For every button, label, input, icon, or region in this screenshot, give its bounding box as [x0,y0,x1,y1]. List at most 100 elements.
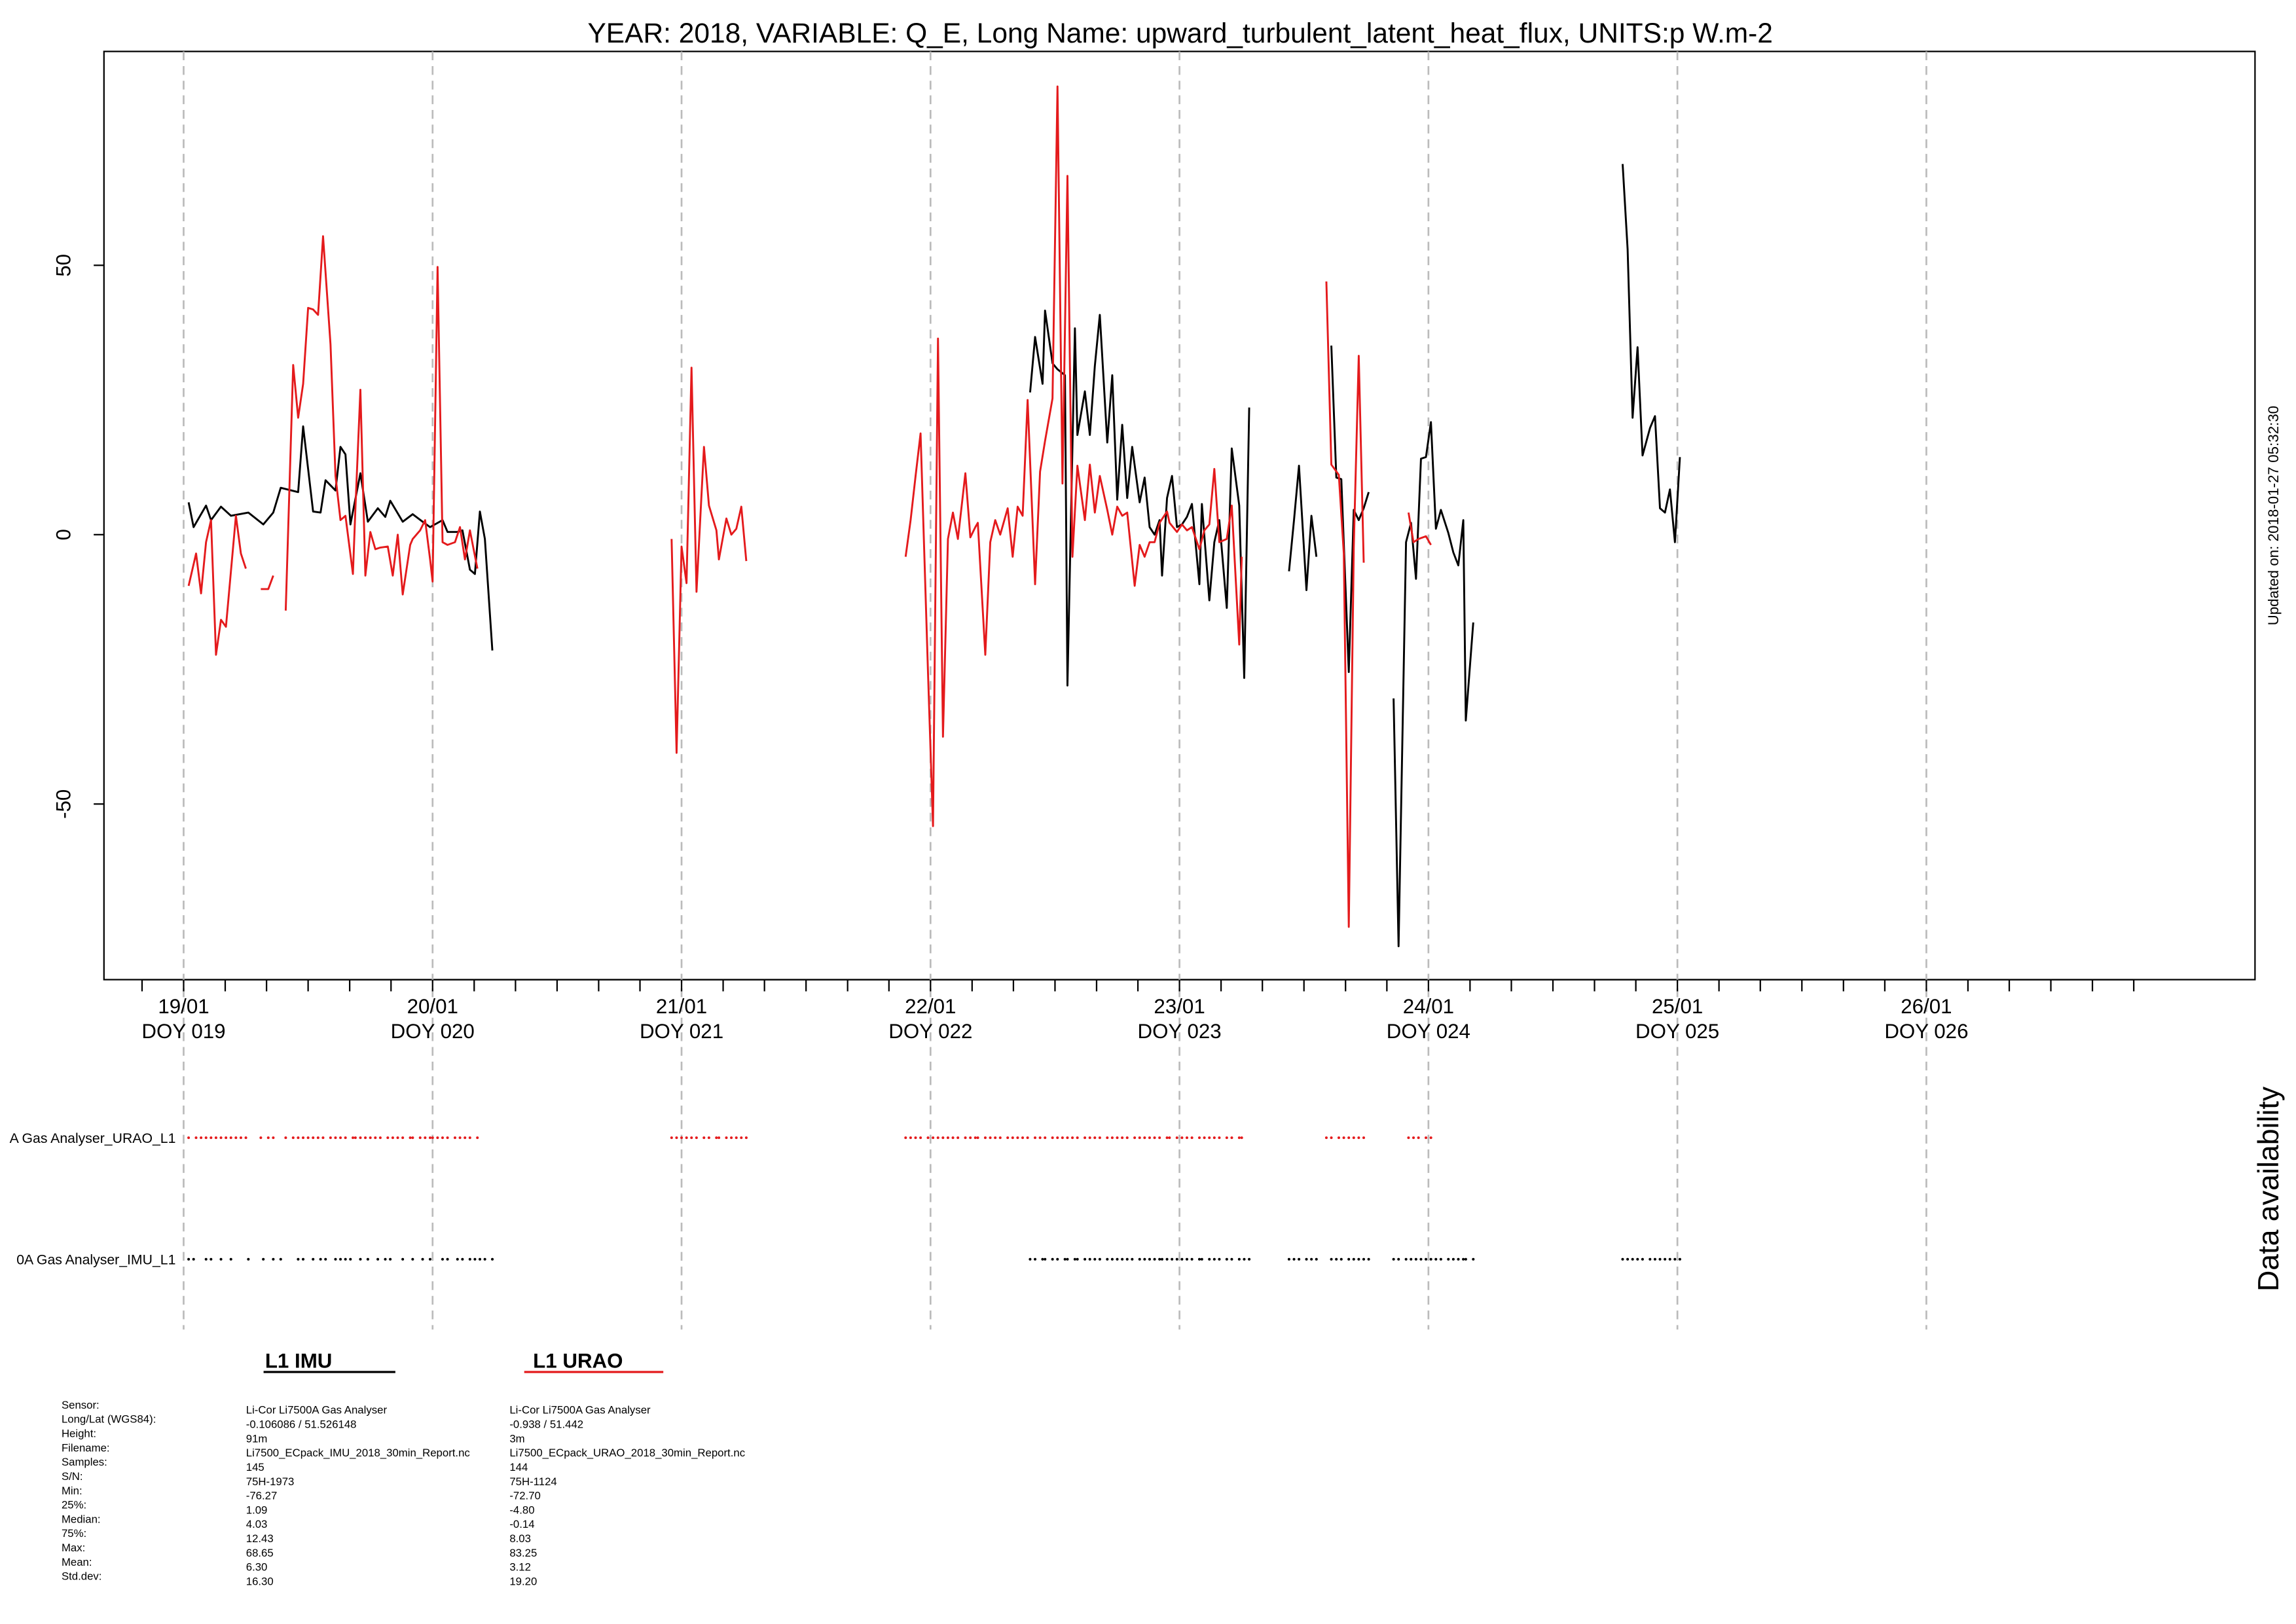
stats-label: Long/Lat (WGS84): [62,1413,156,1426]
stats-value: 6.30 [246,1561,268,1574]
availability-dot [239,1136,242,1140]
y-tick-label: -50 [52,789,75,819]
availability-dot [428,1136,431,1140]
availability-dot [946,1136,949,1140]
availability-dot [389,1257,392,1261]
stats-value: 83.25 [509,1547,537,1559]
availability-dot [740,1136,743,1140]
availability-dot [1451,1257,1455,1261]
availability-dot [391,1136,394,1140]
availability-dot [1678,1257,1681,1261]
availability-dot [1197,1257,1201,1261]
availability-dot [1472,1257,1475,1261]
availability-dot [386,1136,390,1140]
availability-dot [1203,1136,1206,1140]
availability-dot [715,1136,718,1140]
availability-dot [214,1136,217,1140]
availability-dot [1061,1136,1064,1140]
stats-value: Li-Cor Li7500A Gas Analyser [509,1404,651,1416]
availability-dot [401,1136,405,1140]
y-tick-label: 50 [52,254,75,277]
stats-label: 25%: [62,1499,86,1511]
availability-dot [1305,1257,1308,1261]
availability-dot [1230,1136,1233,1140]
availability-dot [1034,1257,1037,1261]
availability-dot [441,1257,444,1261]
availability-dot [1121,1136,1124,1140]
availability-dot [1076,1136,1079,1140]
availability-dot [411,1136,414,1140]
availability-dot [1098,1257,1101,1261]
legend-label: L1 IMU [265,1349,333,1372]
x-tick-label: 22/01 [905,995,956,1018]
availability-dot [204,1257,208,1261]
availability-dot [483,1257,486,1261]
availability-dot [1362,1136,1366,1140]
availability-dot [1116,1257,1119,1261]
availability-dot [297,1136,300,1140]
stats-value: 3m [509,1432,524,1445]
availability-dot [1636,1257,1639,1261]
availability-dot [1292,1257,1296,1261]
x-tick-sublabel: DOY 020 [391,1020,475,1043]
availability-dot [1357,1257,1360,1261]
availability-dot [1212,1257,1216,1261]
availability-dot [1185,1136,1189,1140]
availability-dot [456,1257,459,1261]
availability-dot [1165,1257,1169,1261]
availability-dot [1335,1257,1338,1261]
availability-dot [1653,1257,1656,1261]
availability-dot [670,1136,673,1140]
availability-dot [1180,1257,1184,1261]
availability-dot [431,1136,434,1140]
availability-dot [702,1136,706,1140]
availability-dot [1066,1257,1069,1261]
availability-dot [1404,1257,1408,1261]
availability-dot [926,1136,930,1140]
availability-dot [401,1257,405,1261]
availability-dot [1626,1257,1630,1261]
availability-dot [1165,1136,1169,1140]
x-tick-label: 26/01 [1901,995,1952,1018]
availability-dot [1071,1136,1074,1140]
availability-dot [324,1257,327,1261]
stats-value: -0.14 [509,1518,534,1530]
availability-dot [1347,1257,1351,1261]
availability-dot [1419,1257,1423,1261]
stats-value: 144 [509,1461,528,1473]
availability-dot [675,1136,678,1140]
availability-dot [1457,1257,1460,1261]
availability-dot [262,1257,265,1261]
availability-dot [1153,1257,1156,1261]
stats-value: -76.27 [246,1490,278,1502]
availability-dot [204,1136,208,1140]
availability-dot [1121,1257,1124,1261]
availability-dot [1143,1136,1146,1140]
availability-dot [366,1257,369,1261]
availability-dot [1125,1136,1129,1140]
x-tick-label: 21/01 [656,995,707,1018]
availability-dot [1200,1257,1203,1261]
availability-dot [1088,1136,1091,1140]
availability-dot [1298,1257,1301,1261]
availability-dot [192,1257,195,1261]
availability-dot [969,1136,972,1140]
availability-dot [936,1136,939,1140]
availability-dot [1664,1257,1667,1261]
stats-value: 75H-1973 [246,1475,295,1488]
availability-label: 0A Gas Analyser_IMU_L1 [16,1252,175,1268]
availability-dot [1425,1136,1428,1140]
availability-dot [1417,1136,1420,1140]
stats-label: Mean: [62,1556,92,1568]
availability-dot [1175,1136,1178,1140]
stats-value: Li-Cor Li7500A Gas Analyser [246,1404,388,1416]
availability-dot [725,1136,728,1140]
availability-dot [210,1257,213,1261]
availability-dot [1367,1257,1370,1261]
availability-dot [909,1136,912,1140]
availability-dot [374,1136,377,1140]
availability-dot [685,1136,688,1140]
availability-dot [744,1136,748,1140]
availability-dot [1160,1257,1163,1261]
